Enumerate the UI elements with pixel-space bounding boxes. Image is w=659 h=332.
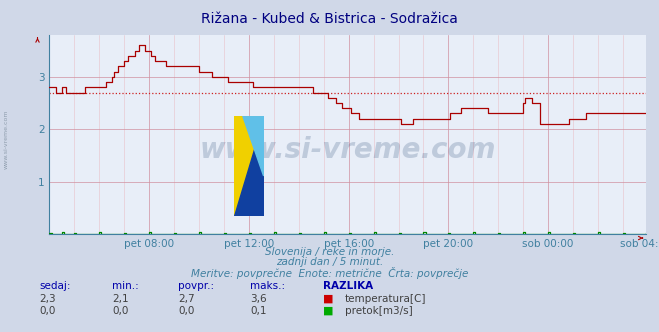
Text: 2,1: 2,1 [112, 294, 129, 304]
Text: pretok[m3/s]: pretok[m3/s] [345, 306, 413, 316]
Text: ■: ■ [323, 306, 333, 316]
Text: 2,3: 2,3 [40, 294, 56, 304]
Text: 2,7: 2,7 [178, 294, 194, 304]
Text: ■: ■ [323, 294, 333, 304]
Text: 3,6: 3,6 [250, 294, 267, 304]
Text: 0,0: 0,0 [40, 306, 56, 316]
Text: povpr.:: povpr.: [178, 281, 214, 290]
Text: Rižana - Kubed & Bistrica - Sodražica: Rižana - Kubed & Bistrica - Sodražica [201, 12, 458, 26]
Text: Slovenija / reke in morje.: Slovenija / reke in morje. [265, 247, 394, 257]
Text: www.si-vreme.com: www.si-vreme.com [200, 136, 496, 164]
Text: temperatura[C]: temperatura[C] [345, 294, 426, 304]
Text: www.si-vreme.com: www.si-vreme.com [4, 110, 9, 169]
Text: RAZLIKA: RAZLIKA [323, 281, 373, 290]
Text: 0,0: 0,0 [112, 306, 129, 316]
Text: Meritve: povprečne  Enote: metrične  Črta: povprečje: Meritve: povprečne Enote: metrične Črta:… [191, 267, 468, 279]
Polygon shape [234, 116, 264, 216]
Polygon shape [243, 116, 264, 176]
Text: min.:: min.: [112, 281, 139, 290]
Polygon shape [234, 116, 264, 216]
Text: 0,1: 0,1 [250, 306, 267, 316]
Text: zadnji dan / 5 minut.: zadnji dan / 5 minut. [276, 257, 383, 267]
Text: sedaj:: sedaj: [40, 281, 71, 290]
Text: maks.:: maks.: [250, 281, 285, 290]
Text: 0,0: 0,0 [178, 306, 194, 316]
